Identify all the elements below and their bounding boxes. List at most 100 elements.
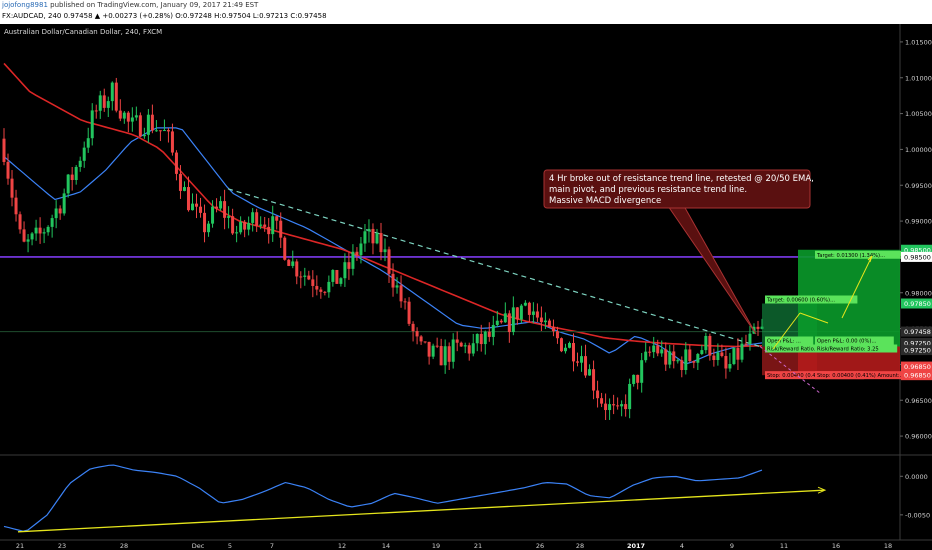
time-tick-label: 23 — [58, 542, 66, 550]
candle-body — [166, 130, 170, 132]
candle-body — [391, 273, 395, 288]
price-badge-label: 0.97250 — [904, 347, 931, 355]
stop-label-small: Stop: 0.00400 (0.41%) Amo... — [767, 373, 844, 379]
candle-body — [195, 203, 199, 207]
candle-body — [22, 229, 26, 242]
candle-body — [42, 232, 46, 234]
time-tick-label: 21 — [474, 542, 482, 550]
candle-body — [415, 331, 419, 337]
price-badge-label: 0.96850 — [904, 372, 931, 380]
candle-body — [600, 398, 604, 404]
candle-body — [50, 218, 54, 227]
projection-arrowhead — [867, 255, 873, 263]
candle-body — [511, 307, 515, 333]
candle-body — [423, 341, 427, 343]
candle-body — [255, 212, 259, 226]
candle-body — [162, 130, 166, 132]
candle-body — [616, 405, 620, 407]
target-label-small: Target: 0.00600 (0.60%)... — [766, 298, 835, 304]
macd-tick-label: -0.0050 — [905, 511, 930, 519]
time-tick-label: 16 — [832, 542, 840, 550]
candle-body — [158, 130, 162, 132]
candle-body — [604, 403, 608, 411]
candle-body — [174, 152, 178, 174]
candle-body — [403, 301, 407, 303]
price-badge-bg — [901, 361, 932, 372]
price-badge-bg — [901, 244, 932, 255]
candle-body — [700, 350, 704, 354]
candle-body — [363, 231, 367, 244]
candle-body — [335, 270, 339, 284]
price-badge-label: 0.98500 — [904, 246, 931, 254]
candle-body — [712, 355, 716, 361]
header-bar: jojofong8981 published on TradingView.co… — [0, 0, 932, 24]
username-link[interactable]: jojofong8981 — [2, 1, 48, 9]
target-label-big-bg — [815, 250, 908, 259]
candle-body — [431, 345, 435, 357]
candle-body — [463, 345, 467, 347]
macd-line — [3, 464, 763, 532]
candle-body — [539, 317, 543, 323]
candle-body — [247, 222, 251, 230]
candle-body — [130, 117, 134, 122]
candle-body — [411, 323, 415, 332]
price-tick-label: 0.96000 — [905, 433, 932, 441]
resistance-trend-line — [227, 188, 761, 348]
time-tick-label: 11 — [780, 542, 788, 550]
candle-body — [379, 233, 383, 253]
projection-arrow-0 — [772, 312, 801, 350]
dashed-projection — [759, 346, 821, 394]
time-tick-label: 28 — [576, 542, 584, 550]
candle-body — [30, 233, 34, 240]
candles — [2, 77, 764, 420]
candle-body — [271, 216, 275, 235]
candle-body — [251, 212, 255, 223]
ohlc-line: FX:AUDCAD, 240 0.97458 ▲ +0.00273 (+0.28… — [2, 12, 327, 20]
candle-body — [263, 224, 267, 227]
price-badge-bg — [901, 251, 932, 262]
price-tick-label: 1.00000 — [905, 146, 932, 154]
candle-body — [515, 307, 519, 320]
time-tick-label: 26 — [536, 542, 544, 550]
price-tick-label: 0.99000 — [905, 218, 932, 226]
candle-body — [567, 342, 571, 348]
target-label-small-bg — [765, 295, 858, 304]
price-badge-label: 0.97850 — [904, 300, 931, 308]
candle-body — [126, 112, 130, 122]
candle-body — [327, 281, 331, 293]
candle-body — [315, 285, 319, 290]
candle-body — [10, 178, 14, 198]
candle-body — [507, 313, 511, 333]
candle-body — [307, 275, 311, 280]
candle-body — [94, 110, 98, 112]
candle-body — [744, 343, 748, 345]
stop-label-small-bg — [765, 371, 865, 380]
candle-body — [576, 361, 580, 363]
position-tools[interactable]: Target: 0.00600 (0.60%)... Open P&L: ... R… — [759, 249, 928, 394]
candle-body — [78, 160, 82, 167]
candle-body — [203, 212, 207, 233]
candle-body — [267, 226, 271, 235]
price-badge-bg — [901, 345, 932, 356]
price-badge-bg — [901, 370, 932, 381]
candle-body — [716, 352, 720, 361]
candle-body — [70, 174, 74, 181]
candle-body — [471, 343, 475, 354]
time-tick-label: 9 — [730, 542, 734, 550]
candle-body — [26, 239, 30, 242]
candle-body — [299, 276, 303, 278]
candle-body — [219, 201, 223, 209]
price-chart[interactable]: Australian Dollar/Canadian Dollar, 240, … — [0, 24, 932, 550]
candle-body — [138, 115, 142, 137]
rr-label-big-bg — [815, 344, 898, 353]
candle-body — [732, 348, 736, 365]
candle-body — [419, 336, 423, 342]
macd-pane: 0.0000 -0.0050 — [3, 464, 930, 533]
candle-body — [648, 351, 652, 353]
annotation-callout[interactable]: 4 Hr broke out of resistance trend line,… — [543, 169, 814, 335]
candle-body — [383, 249, 387, 253]
candle-body — [118, 110, 122, 119]
projection-arrow-1 — [799, 312, 829, 324]
candle-body — [475, 333, 479, 344]
time-tick-label: 19 — [432, 542, 440, 550]
